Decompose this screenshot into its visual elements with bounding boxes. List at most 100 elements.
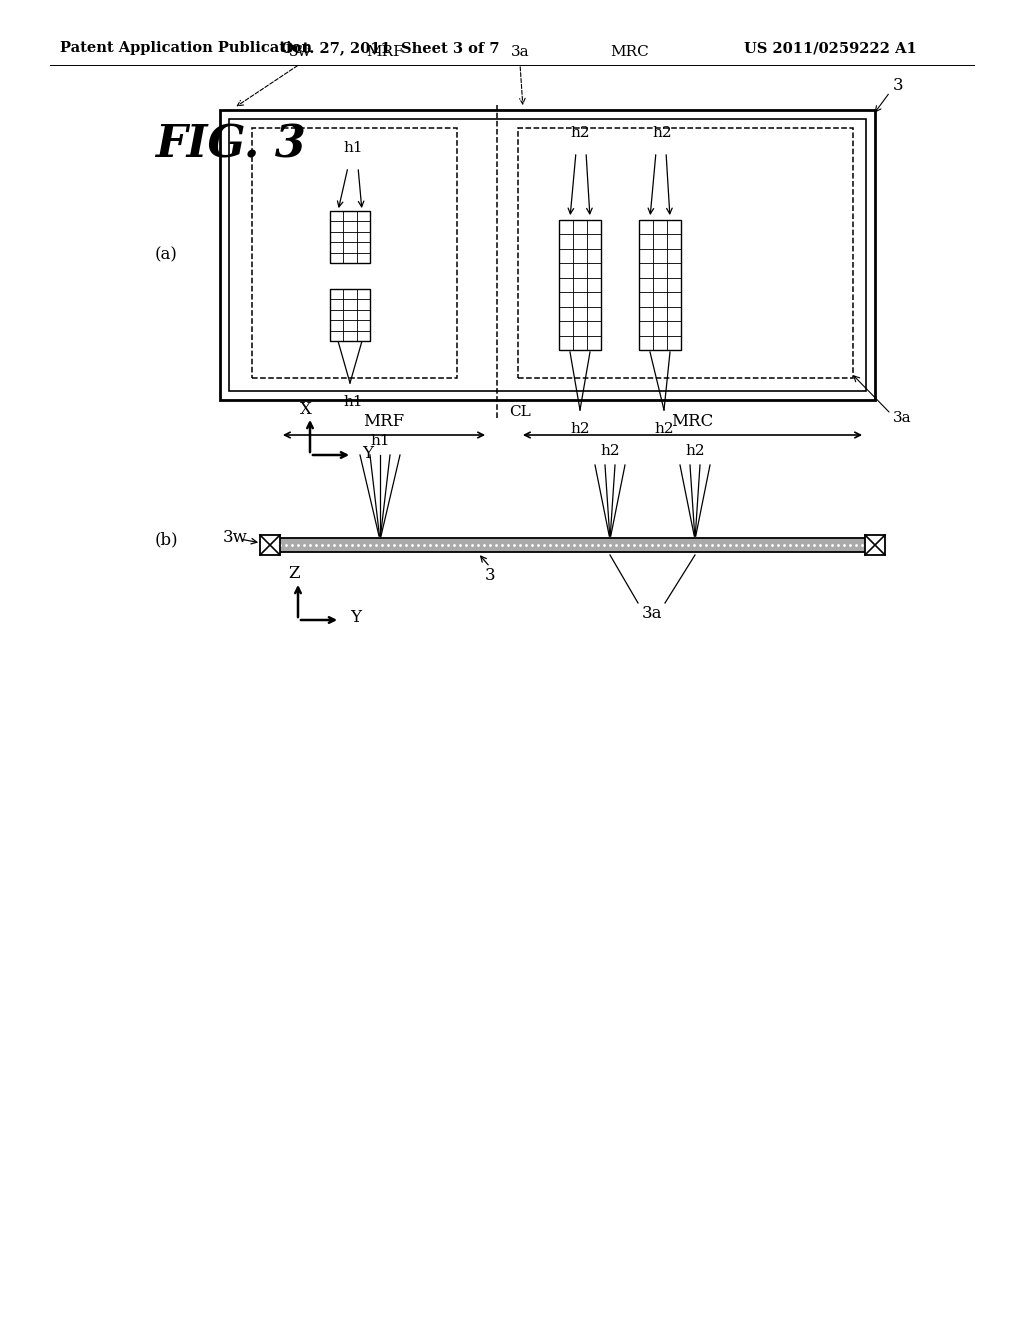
Bar xyxy=(587,277,601,292)
Bar xyxy=(559,306,573,321)
Text: h1: h1 xyxy=(343,395,362,409)
Bar xyxy=(587,220,601,235)
Bar xyxy=(587,263,601,277)
Bar xyxy=(653,292,667,306)
Bar xyxy=(330,252,343,263)
Bar xyxy=(667,321,681,335)
Bar xyxy=(330,222,343,232)
Text: h2: h2 xyxy=(654,422,674,436)
Bar xyxy=(587,235,601,249)
Text: MRF: MRF xyxy=(367,45,403,59)
Bar xyxy=(639,277,653,292)
Bar xyxy=(573,335,587,350)
Bar xyxy=(667,277,681,292)
Bar xyxy=(653,220,667,235)
Text: Z: Z xyxy=(288,565,300,582)
Bar xyxy=(653,335,667,350)
Bar xyxy=(518,128,853,378)
Text: Y: Y xyxy=(362,445,373,462)
Bar xyxy=(667,220,681,235)
Bar xyxy=(330,289,343,300)
Bar xyxy=(653,321,667,335)
Bar xyxy=(356,232,370,242)
Bar xyxy=(559,235,573,249)
Bar xyxy=(573,292,587,306)
Bar xyxy=(330,242,343,252)
Bar xyxy=(667,249,681,263)
Bar xyxy=(667,335,681,350)
Text: MRF: MRF xyxy=(364,412,404,429)
Bar xyxy=(667,306,681,321)
Text: (a): (a) xyxy=(155,247,178,264)
Bar xyxy=(639,263,653,277)
Bar xyxy=(356,289,370,300)
Text: 3a: 3a xyxy=(893,411,911,425)
Text: 3w: 3w xyxy=(289,45,311,59)
Bar xyxy=(653,277,667,292)
Bar xyxy=(343,300,356,310)
Bar xyxy=(573,306,587,321)
Bar xyxy=(587,335,601,350)
Bar xyxy=(343,222,356,232)
Bar xyxy=(653,249,667,263)
Text: 3a: 3a xyxy=(642,605,663,622)
Bar xyxy=(559,277,573,292)
Bar xyxy=(559,335,573,350)
Bar xyxy=(559,263,573,277)
Bar xyxy=(356,222,370,232)
Bar xyxy=(343,232,356,242)
Bar xyxy=(343,252,356,263)
Bar xyxy=(639,220,653,235)
Bar xyxy=(639,306,653,321)
Bar xyxy=(667,292,681,306)
Bar xyxy=(356,300,370,310)
Text: Oct. 27, 2011  Sheet 3 of 7: Oct. 27, 2011 Sheet 3 of 7 xyxy=(281,41,500,55)
Bar xyxy=(343,289,356,300)
Bar xyxy=(573,220,587,235)
Bar xyxy=(330,211,343,222)
Bar xyxy=(356,310,370,321)
Text: 3: 3 xyxy=(893,77,903,94)
Text: FIG. 3: FIG. 3 xyxy=(155,124,306,166)
Bar xyxy=(356,321,370,330)
Text: 3a: 3a xyxy=(511,45,529,59)
Bar xyxy=(559,249,573,263)
Bar xyxy=(330,330,343,341)
Bar xyxy=(587,249,601,263)
Bar xyxy=(330,310,343,321)
Text: X: X xyxy=(300,400,312,417)
Bar xyxy=(667,235,681,249)
Bar xyxy=(587,306,601,321)
Text: h2: h2 xyxy=(570,422,590,436)
Bar xyxy=(356,242,370,252)
Bar xyxy=(639,335,653,350)
Bar xyxy=(330,211,370,263)
Text: Y: Y xyxy=(350,610,361,627)
Text: h2: h2 xyxy=(652,125,672,140)
Bar xyxy=(229,119,866,391)
Bar xyxy=(330,321,343,330)
Bar xyxy=(573,235,587,249)
Bar xyxy=(653,235,667,249)
Bar xyxy=(639,292,653,306)
Text: Patent Application Publication: Patent Application Publication xyxy=(60,41,312,55)
Bar xyxy=(343,242,356,252)
Bar xyxy=(356,211,370,222)
Bar xyxy=(343,310,356,321)
Bar xyxy=(559,321,573,335)
Bar xyxy=(573,249,587,263)
Text: 3: 3 xyxy=(484,566,496,583)
Bar xyxy=(330,232,343,242)
Text: 3w: 3w xyxy=(222,528,248,545)
Text: h2: h2 xyxy=(685,444,705,458)
Bar xyxy=(639,249,653,263)
Bar xyxy=(343,321,356,330)
Text: MRC: MRC xyxy=(672,412,714,429)
Bar xyxy=(573,321,587,335)
Bar xyxy=(260,535,280,554)
Bar xyxy=(330,300,343,310)
Text: CL: CL xyxy=(509,405,530,418)
Bar xyxy=(653,306,667,321)
Text: US 2011/0259222 A1: US 2011/0259222 A1 xyxy=(743,41,916,55)
Bar xyxy=(252,128,457,378)
